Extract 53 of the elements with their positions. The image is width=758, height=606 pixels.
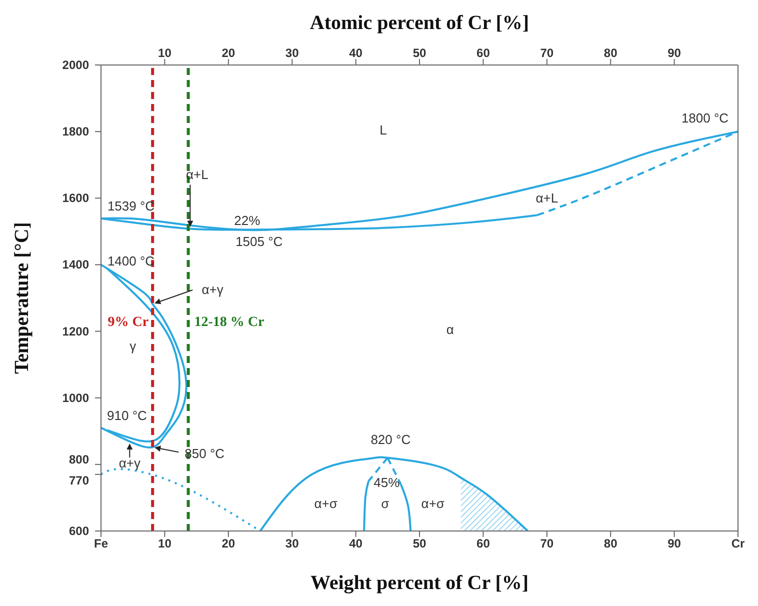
x-tick-label: 90 [668, 536, 682, 551]
x2-tick-label: 60 [476, 46, 490, 60]
x-tick-label: 50 [412, 536, 426, 551]
y-tick-label: 2000 [62, 58, 90, 72]
annotation: 820 °C [370, 432, 411, 447]
y-tick-label: 800 [68, 452, 90, 466]
y-tick-label: 1200 [62, 324, 90, 338]
annotation: 1539 °C [107, 198, 155, 214]
y-tick-label: 600 [68, 524, 90, 538]
x2-tick-label: 20 [222, 46, 236, 60]
annotation: α+L [536, 190, 558, 206]
annotation: 1800 °C [681, 110, 729, 126]
x2-tick-label: 80 [604, 46, 618, 60]
annotation: α+σ [314, 496, 338, 511]
x-axis-title: Weight percent of Cr [%] [310, 572, 529, 594]
x-tick-label: 80 [604, 536, 618, 551]
x2-tick-label: 10 [158, 46, 172, 60]
x2-tick-label: 50 [412, 46, 426, 60]
x-tick-label: 40 [349, 536, 363, 551]
annotation: 910 °C [107, 408, 147, 423]
x-tick-label: Cr [731, 536, 745, 551]
y-tick-label: 1800 [62, 124, 90, 139]
x2-tick-label: 40 [349, 46, 363, 60]
annotation: 45% [374, 474, 400, 490]
x-tick-label: 30 [285, 536, 300, 551]
annotation: L [380, 122, 387, 138]
x2-tick-label: 30 [285, 46, 300, 60]
y-tick-label: 770 [68, 473, 90, 488]
annotation: 1400 °C [107, 254, 155, 269]
y-tick-label: 1000 [62, 390, 90, 405]
annotation: γ [130, 338, 137, 354]
x2-tick-label: 70 [540, 46, 554, 60]
x-tick-label: 20 [222, 536, 236, 551]
annotation: α [446, 322, 454, 338]
annotation: 22% [234, 212, 261, 228]
x-tick-label: 60 [476, 536, 490, 551]
annotation: 850 °C [184, 446, 225, 462]
y-axis-title: Temperature [°C] [11, 222, 34, 374]
annotation: α+γ [202, 282, 224, 297]
x-tick-label: Fe [94, 536, 108, 551]
x-tick-label: 70 [540, 536, 554, 551]
annotation: α+γ [118, 455, 141, 470]
x2-axis-title: Atomic percent of Cr [%] [310, 12, 530, 34]
y-tick-label: 1600 [62, 191, 90, 206]
x-tick-label: 10 [158, 536, 172, 551]
y-tick-label: 1400 [62, 258, 90, 272]
annotation: σ [381, 496, 390, 511]
ref-line-label: 9% Cr [108, 314, 149, 330]
x2-tick-label: 90 [668, 46, 682, 60]
annotation: 1505 °C [236, 234, 283, 249]
annotation: α+L [186, 166, 208, 182]
ref-line-label: 12-18 % Cr [194, 314, 264, 330]
annotation: α+σ [421, 496, 444, 511]
